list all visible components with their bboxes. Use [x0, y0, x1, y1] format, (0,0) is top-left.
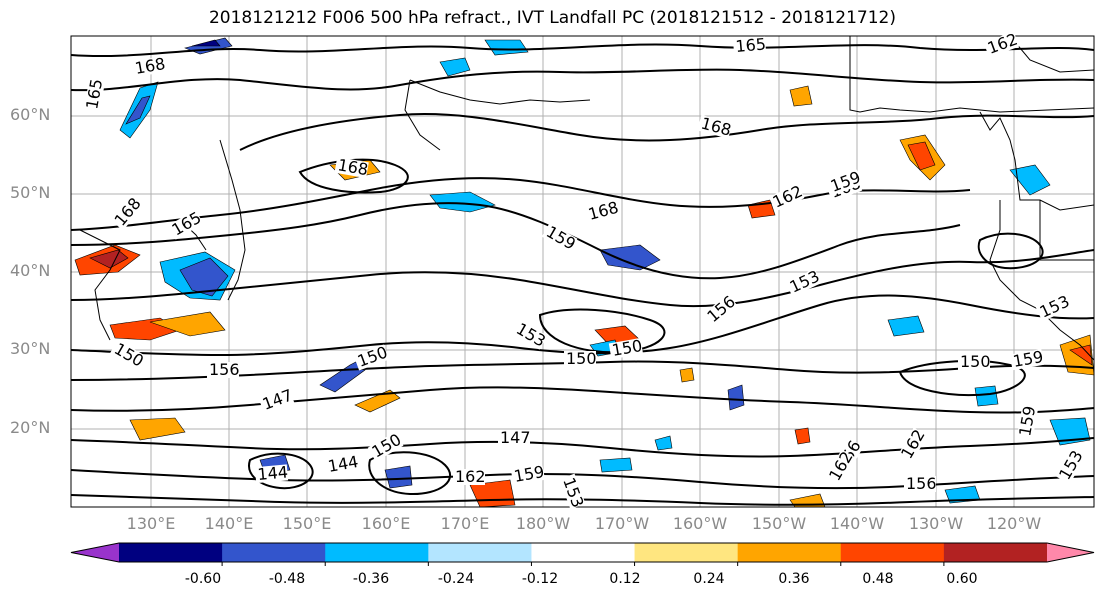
- lon-label-160e: 160°E: [361, 514, 411, 533]
- lat-label-50n: 50°N: [10, 183, 51, 202]
- colorbar-segment: [222, 543, 326, 562]
- colorbar-tick-label: 0.24: [693, 571, 725, 587]
- colorbar-segment: [840, 543, 945, 562]
- colorbar: [70, 542, 1095, 566]
- colorbar-tick-label: 0.48: [862, 571, 894, 587]
- colorbar-segment: [737, 543, 842, 562]
- lon-label-130e: 130°E: [126, 514, 176, 533]
- lat-label-20n: 20°N: [10, 418, 51, 437]
- colorbar-tick-label: 0.36: [778, 571, 810, 587]
- contour-label: 165: [735, 34, 767, 56]
- lon-label-140w: 140°W: [829, 514, 885, 533]
- lon-label-150e: 150°E: [282, 514, 332, 533]
- colorbar-segment: [428, 543, 532, 562]
- colorbar-segment: [943, 543, 1048, 562]
- lon-label-130w: 130°W: [908, 514, 964, 533]
- lat-label-60n: 60°N: [10, 105, 51, 124]
- coastlines: [79, 36, 1094, 361]
- contour-label: 150: [566, 349, 597, 368]
- lon-label-140e: 140°E: [204, 514, 254, 533]
- map-title: 2018121212 F006 500 hPa refract., IVT La…: [208, 8, 896, 28]
- colorbar-tick-label: -0.36: [352, 571, 390, 587]
- lon-label-180w: 180°W: [515, 514, 571, 533]
- lat-label-40n: 40°N: [10, 261, 51, 280]
- lon-label-160w: 160°W: [672, 514, 728, 533]
- colorbar-segment: [531, 543, 636, 562]
- contour-label: 162: [455, 467, 486, 486]
- shaded-field: [74, 37, 1094, 507]
- colorbar-extend-high: [1047, 543, 1094, 562]
- colorbar-tick-label: 0.60: [946, 571, 978, 587]
- colorbar-tick-label: 0.12: [609, 571, 641, 587]
- colorbar-segment: [634, 543, 739, 562]
- lon-label-150w: 150°W: [751, 514, 807, 533]
- lon-label-170e: 170°E: [440, 514, 490, 533]
- lat-label-30n: 30°N: [10, 339, 51, 358]
- colorbar-segment: [119, 543, 223, 562]
- contour-label: 144: [257, 462, 289, 484]
- lon-label-170w: 170°W: [594, 514, 650, 533]
- colorbar-tick-label: -0.12: [521, 571, 559, 587]
- colorbar-tick-label: -0.60: [184, 571, 222, 587]
- colorbar-tick-label: -0.48: [268, 571, 306, 587]
- contour-label: 147: [500, 428, 531, 447]
- colorbar-outline: [70, 542, 1095, 563]
- colorbar-extend-low: [71, 543, 119, 562]
- colorbar-segment: [325, 543, 429, 562]
- contour-label: 150: [960, 352, 991, 371]
- colorbar-tick-label: -0.24: [437, 571, 475, 587]
- map-frame: [70, 35, 1095, 508]
- lon-label-120w: 120°W: [986, 514, 1042, 533]
- contour-label: 156: [209, 360, 240, 379]
- contour-label: 156: [906, 474, 937, 493]
